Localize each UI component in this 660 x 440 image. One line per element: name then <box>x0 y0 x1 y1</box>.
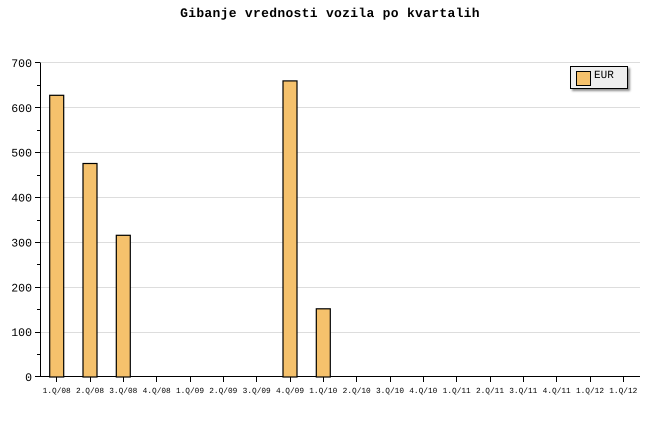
svg-text:2.Q/08: 2.Q/08 <box>76 387 104 396</box>
svg-text:3.Q/09: 3.Q/09 <box>243 387 271 396</box>
svg-text:1.Q/11: 1.Q/11 <box>443 387 471 396</box>
svg-text:4.Q/11: 4.Q/11 <box>543 387 571 396</box>
svg-text:4.Q/09: 4.Q/09 <box>276 387 304 396</box>
svg-text:500: 500 <box>11 148 32 161</box>
svg-text:0: 0 <box>25 372 32 385</box>
svg-text:600: 600 <box>11 103 32 116</box>
svg-text:4.Q/10: 4.Q/10 <box>409 387 437 396</box>
svg-text:1.Q/08: 1.Q/08 <box>43 387 71 396</box>
svg-text:2.Q/10: 2.Q/10 <box>343 387 371 396</box>
svg-text:1.Q/09: 1.Q/09 <box>176 387 204 396</box>
svg-text:1.Q/12: 1.Q/12 <box>576 387 604 396</box>
svg-text:400: 400 <box>11 193 32 206</box>
svg-text:100: 100 <box>11 327 32 340</box>
svg-text:3.Q/08: 3.Q/08 <box>109 387 137 396</box>
svg-text:2.Q/09: 2.Q/09 <box>209 387 237 396</box>
svg-text:300: 300 <box>11 237 32 250</box>
svg-text:1.Q/12: 1.Q/12 <box>609 387 637 396</box>
svg-text:200: 200 <box>11 282 32 295</box>
svg-text:700: 700 <box>11 58 32 71</box>
svg-text:3.Q/11: 3.Q/11 <box>509 387 537 396</box>
svg-text:4.Q/08: 4.Q/08 <box>143 387 171 396</box>
svg-text:2.Q/11: 2.Q/11 <box>476 387 504 396</box>
svg-text:1.Q/10: 1.Q/10 <box>309 387 337 396</box>
svg-text:3.Q/10: 3.Q/10 <box>376 387 404 396</box>
